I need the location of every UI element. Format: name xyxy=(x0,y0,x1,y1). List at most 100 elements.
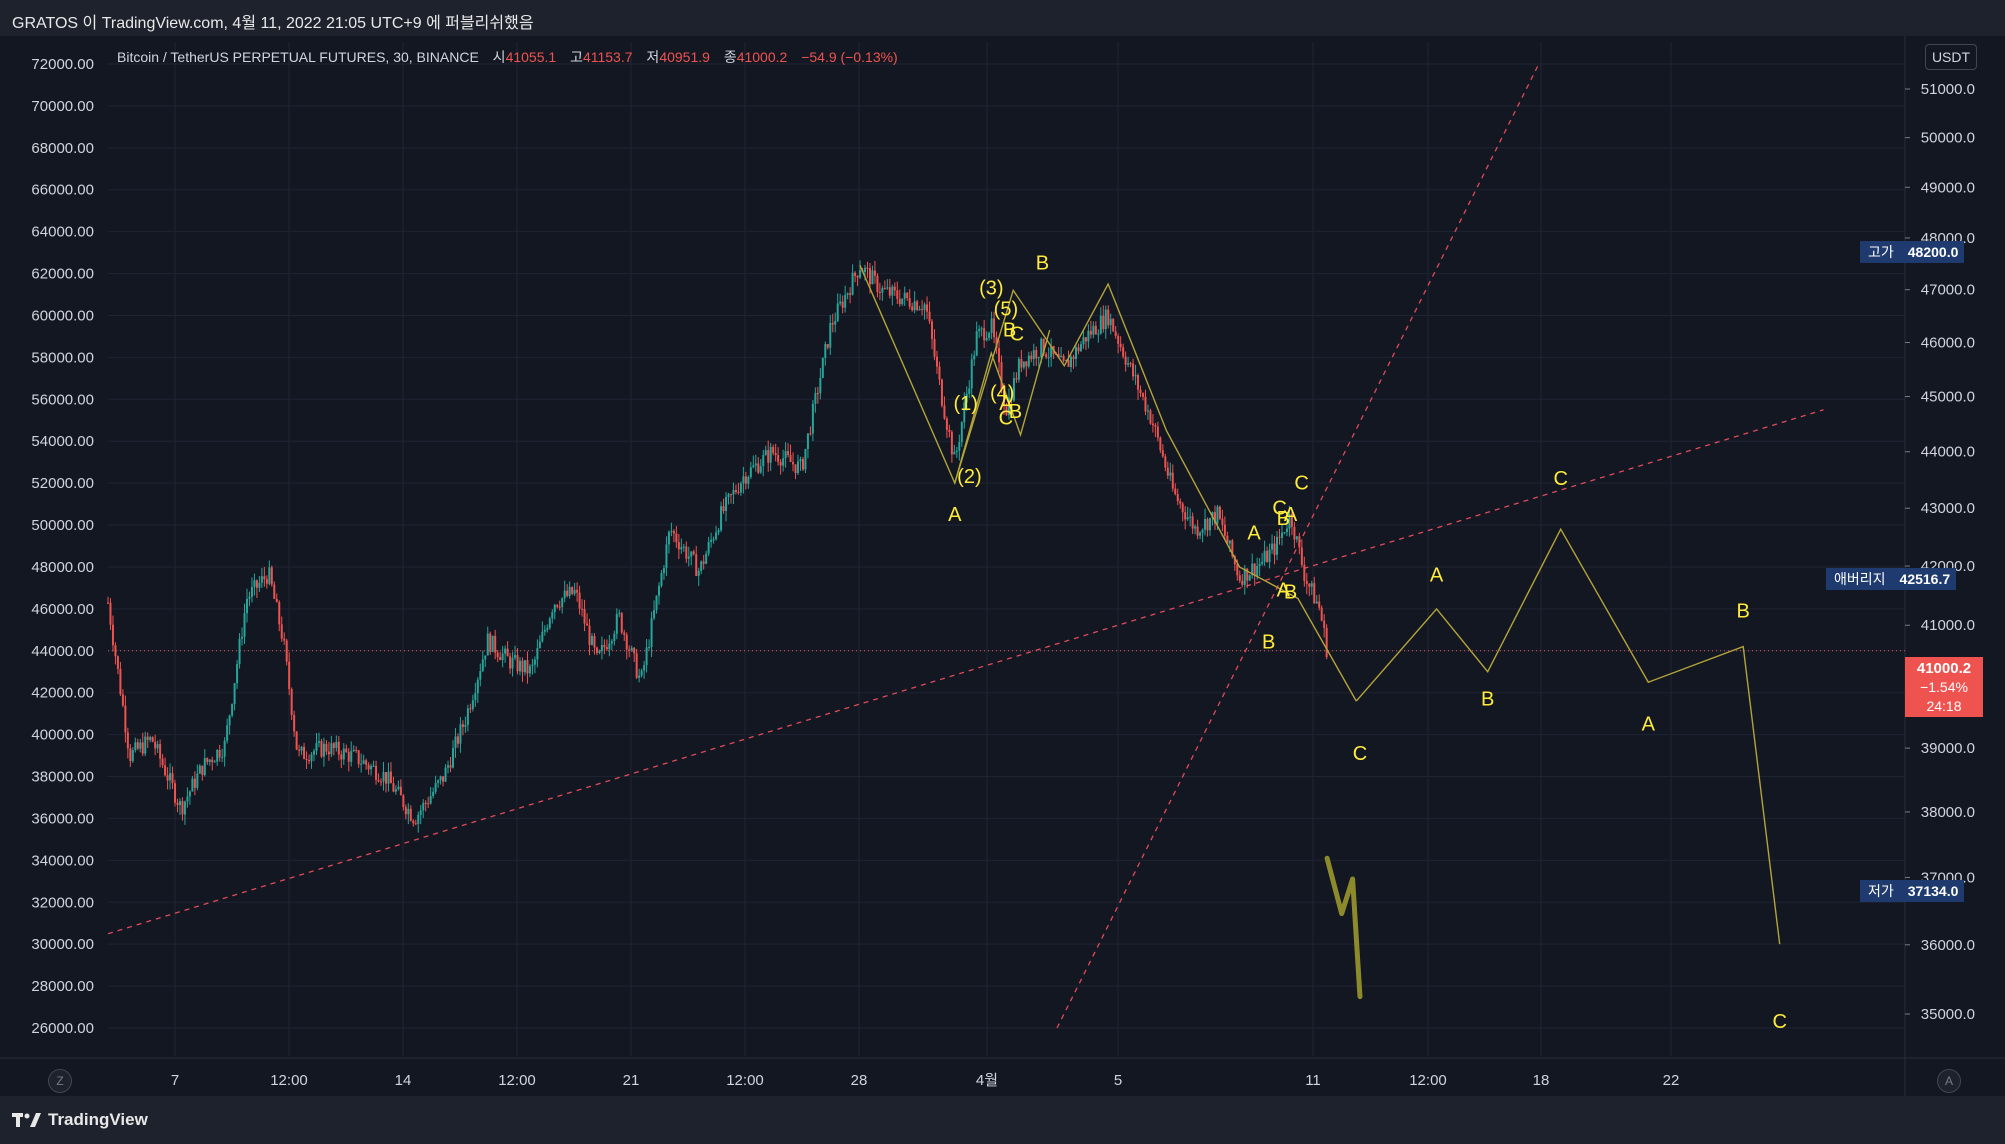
candle-body xyxy=(499,657,502,661)
candle-body xyxy=(1089,330,1092,335)
wave-label: A xyxy=(1284,504,1298,526)
candle-body xyxy=(1181,503,1184,513)
candle-body xyxy=(762,455,765,467)
candle-body xyxy=(1258,564,1261,566)
candle-body xyxy=(1137,375,1140,390)
candle-body xyxy=(345,748,348,753)
wave-label: B xyxy=(1481,688,1494,710)
right-price-axis[interactable]: 51000.050000.049000.048000.047000.046000… xyxy=(1904,36,1975,1096)
candle-body xyxy=(590,636,593,645)
wave-label: B xyxy=(1737,600,1750,622)
left-axis-tick-label: 50000.00 xyxy=(31,517,94,534)
candle-body xyxy=(181,801,184,815)
candle-body xyxy=(528,666,531,674)
candle-body xyxy=(275,598,278,603)
candle-body xyxy=(955,450,958,452)
tradingview-logo-icon xyxy=(12,1113,41,1127)
candle-body xyxy=(1015,378,1018,380)
candle-body xyxy=(854,272,857,276)
low-value: 40951.9 xyxy=(659,49,710,65)
candle-body xyxy=(948,429,951,432)
candle-body xyxy=(1030,355,1033,360)
candle-body xyxy=(372,765,375,767)
symbol-legend[interactable]: Bitcoin / TetherUS PERPETUAL FUTURES, 30… xyxy=(117,47,898,67)
candle-body xyxy=(479,671,482,680)
wave-label: B xyxy=(1036,252,1049,274)
wave-label: (2) xyxy=(957,466,981,488)
candle-body xyxy=(859,270,862,278)
candle-body xyxy=(1278,536,1281,538)
candle-body xyxy=(618,613,621,615)
candle-body xyxy=(1223,524,1226,536)
open-value: 41055.1 xyxy=(505,49,557,65)
right-axis-tick-label: 49000.0 xyxy=(1921,179,1975,196)
candle-body xyxy=(968,388,971,394)
candle-body xyxy=(975,331,978,356)
candle-body xyxy=(814,393,817,404)
candle-body xyxy=(566,590,569,596)
wave-label: B xyxy=(1262,632,1275,654)
candle-body xyxy=(414,823,417,825)
candle-body xyxy=(878,292,881,294)
candle-body xyxy=(700,561,703,571)
time-axis-tick-label: 14 xyxy=(395,1072,412,1089)
candle-body xyxy=(563,590,566,599)
candle-body xyxy=(1261,561,1264,565)
candle-body xyxy=(985,338,988,341)
candle-body xyxy=(777,455,780,462)
candle-body xyxy=(1305,580,1308,584)
right-axis-tick-label: 44000.0 xyxy=(1921,444,1975,461)
candle-body xyxy=(620,613,623,633)
grid-lines xyxy=(108,42,1905,1056)
left-axis-tick-label: 72000.00 xyxy=(31,56,94,73)
candle-body xyxy=(1151,423,1154,426)
low-tag-value: 37134.0 xyxy=(1907,883,1959,899)
zoom-reset-button[interactable]: Z xyxy=(48,1069,72,1093)
candle-body xyxy=(166,775,169,781)
footer-bar: TradingView xyxy=(0,1096,2005,1144)
candle-body xyxy=(131,750,134,762)
candle-body xyxy=(891,286,894,296)
high-tag-value: 48200.0 xyxy=(1907,244,1959,260)
candle-body xyxy=(241,636,244,639)
candle-body xyxy=(536,648,539,660)
candle-body xyxy=(1102,315,1105,330)
candle-body xyxy=(1047,357,1050,359)
time-axis-tick-label: 28 xyxy=(851,1072,868,1089)
wave-lines[interactable] xyxy=(859,264,1781,1000)
candle-body xyxy=(928,311,931,322)
candle-body xyxy=(449,765,452,768)
candle-body xyxy=(804,449,807,470)
candle-body xyxy=(658,585,661,596)
left-axis-tick-label: 56000.00 xyxy=(31,391,94,408)
candle-body xyxy=(119,668,122,695)
candle-body xyxy=(352,749,355,752)
auto-scale-button[interactable]: A xyxy=(1937,1069,1961,1093)
candle-body xyxy=(561,598,564,608)
trend-lines[interactable] xyxy=(107,63,1905,1029)
candle-body xyxy=(1248,575,1251,581)
candle-body xyxy=(419,810,422,815)
candle-body xyxy=(667,531,670,545)
candle-body xyxy=(253,580,256,587)
candle-body xyxy=(325,743,328,752)
candle-body xyxy=(203,757,206,776)
candle-body xyxy=(350,751,353,762)
candle-body xyxy=(248,596,251,599)
candle-body xyxy=(794,464,797,474)
candle-body xyxy=(402,795,405,808)
left-axis-tick-label: 68000.00 xyxy=(31,140,94,157)
candle-body xyxy=(308,760,311,762)
currency-unit-button[interactable]: USDT xyxy=(1925,44,1977,70)
candle-body xyxy=(1241,580,1244,585)
candle-body xyxy=(531,664,534,667)
candle-body xyxy=(548,618,551,629)
candle-body xyxy=(1079,344,1082,352)
candle-body xyxy=(886,287,889,289)
time-axis[interactable]: 7 12:00 14 12:00 21 12:00 28 4월 5 11 12:00 18 22 xyxy=(0,1057,2005,1089)
candle-body xyxy=(154,741,157,749)
candle-body xyxy=(1042,338,1045,355)
chart-plot[interactable]: 72000.00 70000.00 68000.00 66000.00 64000.00… xyxy=(0,36,2005,1096)
brand[interactable]: TradingView xyxy=(12,1110,148,1130)
left-axis-tick-label: 54000.00 xyxy=(31,433,94,450)
